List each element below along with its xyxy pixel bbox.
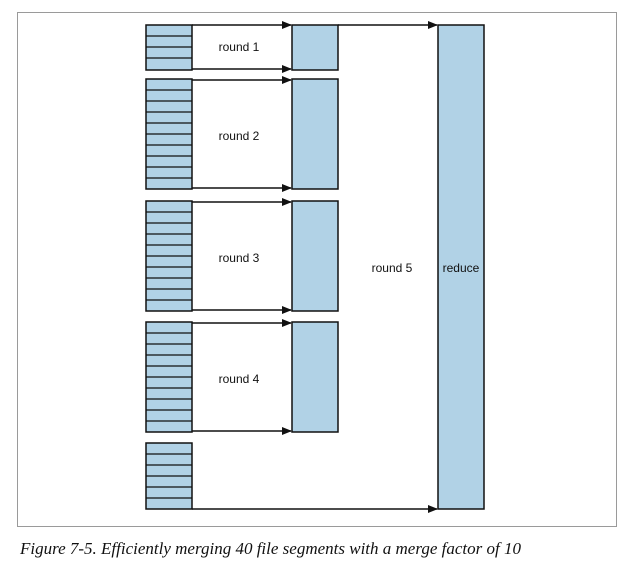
merged-box-round-4 bbox=[291, 321, 339, 433]
figure-caption: Figure 7-5. Efficiently merging 40 file … bbox=[20, 539, 521, 558]
merge-arrows bbox=[192, 21, 292, 435]
segment-stack-round-2 bbox=[145, 78, 193, 190]
reduce-box bbox=[437, 24, 485, 510]
round-4-label: round 4 bbox=[219, 372, 260, 386]
reduce-label: reduce bbox=[443, 261, 480, 275]
segment-stack-round-4 bbox=[145, 321, 193, 433]
segment-stack-round-1 bbox=[145, 24, 193, 71]
segment-stack-round-3 bbox=[145, 200, 193, 312]
merged-box-round-2 bbox=[291, 78, 339, 190]
round-1-label: round 1 bbox=[219, 40, 260, 54]
merged-box-round-1 bbox=[291, 24, 339, 71]
reduce-arrows bbox=[192, 21, 438, 513]
round-5-label: round 5 bbox=[372, 261, 413, 275]
segment-stack-remaining bbox=[145, 442, 193, 510]
round-3-label: round 3 bbox=[219, 251, 260, 265]
merged-box-round-3 bbox=[291, 200, 339, 312]
round-2-label: round 2 bbox=[219, 129, 260, 143]
